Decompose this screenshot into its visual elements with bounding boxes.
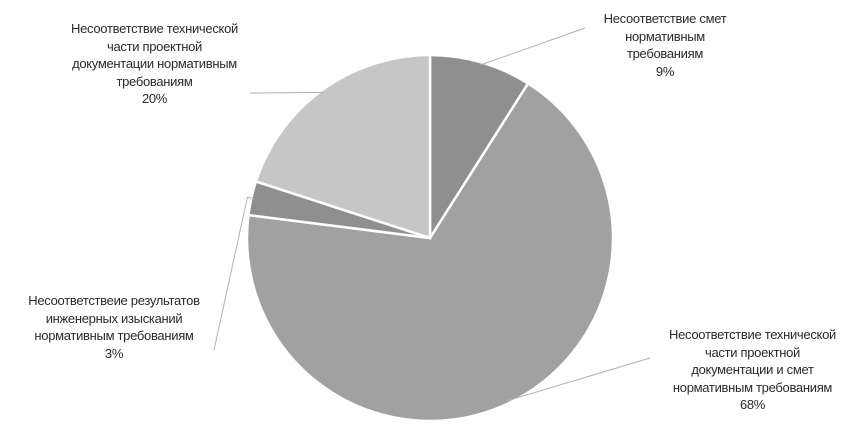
- slice-label-line: нормативным требованиям: [672, 379, 833, 395]
- slice-label-line: Несоответствие технической: [71, 21, 238, 36]
- leader-line: [480, 27, 586, 66]
- slice-label-line: Несоответствие технической: [669, 327, 836, 342]
- slice-label-line: Несоответствие смет: [603, 11, 727, 26]
- slice-label-line: нормативным: [625, 28, 705, 44]
- slice-label-line: Несоответствеие результатов: [28, 293, 200, 308]
- slice-label-survey-results: Несоответствеие результатов инженерных и…: [4, 292, 224, 362]
- leader-line: [213, 196, 255, 351]
- slice-label-line: части проектной: [704, 344, 801, 360]
- pie-slice-technical-and-estimates: [245, 81, 615, 423]
- slice-label-line: инженерных изысканий: [45, 310, 183, 326]
- slice-label-line: требованиям: [626, 46, 704, 62]
- slice-label-line: документации нормативным: [72, 56, 237, 72]
- slice-percent-label: 68%: [739, 397, 766, 413]
- slice-label-technical-and-estimates: Несоответствие технической части проектн…: [645, 326, 860, 414]
- leader-lines: [213, 27, 651, 402]
- slice-label-estimates: Несоответствие смет нормативным требован…: [565, 10, 765, 80]
- pie-slices: [245, 53, 615, 423]
- leader-line: [506, 357, 651, 402]
- slice-label-line: документации и смет: [691, 362, 814, 378]
- slice-label-line: части проектной: [106, 38, 203, 54]
- slice-percent-label: 9%: [655, 63, 675, 79]
- slice-percent-label: 20%: [141, 91, 168, 107]
- slice-label-line: нормативным требованиям: [34, 328, 194, 344]
- pie-slice-estimates: [428, 53, 530, 243]
- slice-label-technical-docs: Несоответствие технической части проектн…: [42, 20, 267, 108]
- pie-slice-technical-docs: [254, 53, 432, 240]
- slice-label-line: требованиям: [116, 73, 193, 89]
- leader-line: [249, 91, 325, 94]
- slice-percent-label: 3%: [104, 345, 124, 361]
